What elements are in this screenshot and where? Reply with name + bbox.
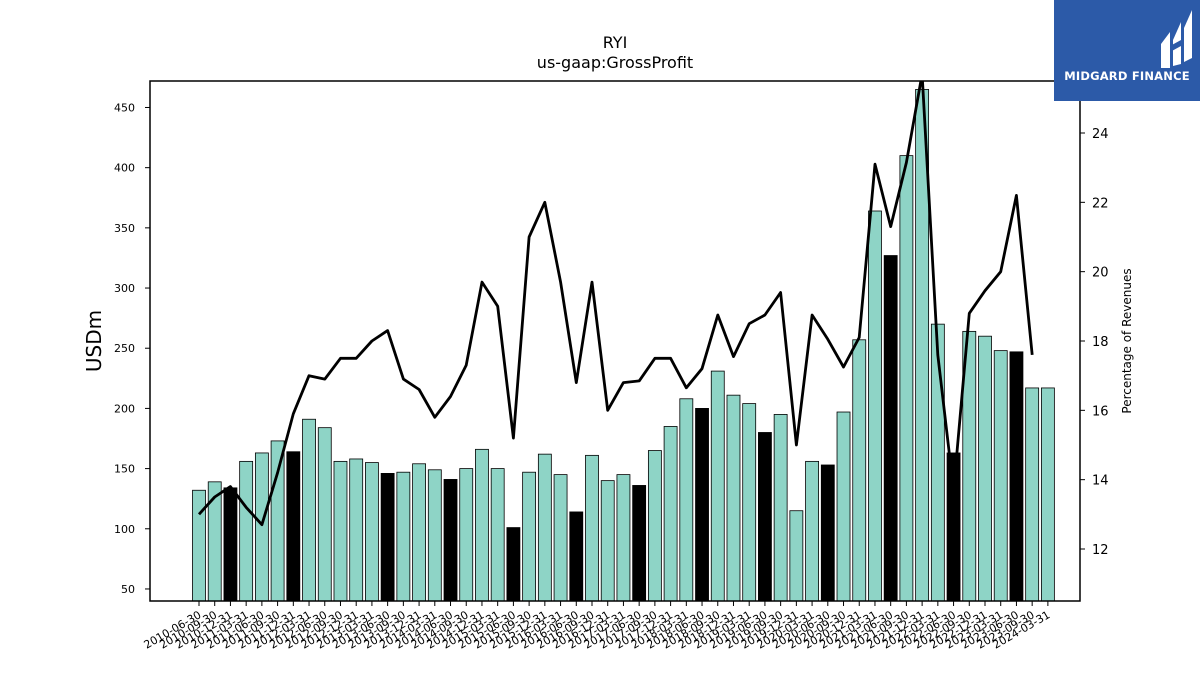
bar-2023-06-30 [1009, 351, 1024, 602]
bar-2018-06-30 [695, 408, 709, 602]
x-axis: 2010-06-302010-09-302010-12-312011-03-31… [142, 601, 1052, 652]
y-tick-label: 200 [114, 402, 135, 415]
bar-2020-12-31 [852, 339, 867, 602]
bar-2020-09-30 [836, 411, 851, 602]
bar-2020-03-31 [805, 460, 819, 602]
y2-tick-label: 14 [1092, 474, 1109, 489]
bar-2013-12-31 [412, 463, 426, 602]
y-tick-label: 350 [114, 222, 135, 235]
bar-2010-09-30 [207, 481, 222, 602]
left-y-axis: 50 100 150 200 250 300 350 400 450 [114, 101, 150, 596]
bar-2020-06-30 [820, 464, 835, 602]
bar-2017-03-31 [616, 474, 631, 602]
bar-2011-12-31 [286, 451, 301, 602]
right-y-axis: 12 14 16 18 20 22 24 [1080, 127, 1109, 558]
bar-2016-12-31 [600, 480, 615, 602]
bar-2019-06-30 [758, 432, 772, 602]
bar-2016-03-31 [553, 474, 568, 602]
bar-2015-09-30 [522, 471, 537, 602]
bar-2012-03-31 [302, 418, 316, 602]
bar-2017-09-30 [647, 450, 662, 602]
y-tick-label: 300 [114, 282, 135, 295]
bar-2023-12-31 [1040, 387, 1055, 602]
y-tick-label: 450 [114, 101, 135, 114]
bar-2010-12-31 [223, 487, 238, 602]
bar-2019-09-30 [773, 414, 788, 602]
bar-2018-09-30 [710, 370, 725, 602]
bar-2014-06-30 [443, 479, 458, 602]
bar-2021-03-31 [868, 210, 882, 602]
chart-title: RYI [603, 33, 628, 52]
bar-series [192, 89, 1055, 602]
percentage-line [197, 81, 1034, 527]
y2-axis-label: Percentage of Revenues [1120, 268, 1134, 413]
y-tick-label: 400 [114, 162, 135, 175]
bar-2017-12-31 [663, 426, 678, 602]
y2-tick-label: 12 [1092, 543, 1109, 558]
brand-name: MIDGARD FINANCE [1064, 69, 1190, 83]
bar-2018-03-31 [679, 398, 694, 602]
bar-2016-09-30 [585, 454, 599, 602]
bar-2019-03-31 [742, 403, 757, 602]
bar-2011-09-30 [270, 440, 285, 602]
bar-2012-06-30 [317, 427, 332, 602]
bar-2015-06-30 [506, 527, 521, 602]
y2-tick-label: 16 [1092, 404, 1109, 419]
y2-tick-label: 24 [1092, 127, 1109, 142]
bar-2014-09-30 [459, 468, 474, 602]
bar-2021-09-30 [899, 155, 914, 602]
bar-2016-06-30 [569, 511, 584, 602]
bar-2010-06-30 [192, 489, 206, 602]
bar-2015-12-31 [537, 453, 552, 602]
y-tick-label: 50 [121, 583, 135, 596]
bar-2023-09-30 [1025, 387, 1040, 602]
chart-subtitle: us-gaap:GrossProfit [537, 53, 693, 72]
y-tick-label: 250 [114, 342, 135, 355]
bar-2013-03-31 [365, 462, 379, 602]
y-axis-label: USDm [82, 310, 106, 372]
bar-2022-12-31 [978, 335, 992, 602]
bar-2021-06-30 [883, 255, 898, 602]
brand-logo: MIDGARD FINANCE [1054, 0, 1200, 101]
bar-2014-03-31 [427, 469, 442, 602]
bar-2018-12-31 [726, 394, 741, 602]
bar-2015-03-31 [490, 468, 505, 602]
bar-2011-06-30 [254, 452, 269, 602]
bar-2013-09-30 [396, 471, 411, 602]
y-tick-label: 150 [114, 463, 135, 476]
bar-2017-06-30 [632, 485, 647, 602]
bar-2012-12-31 [349, 458, 364, 602]
y-tick-label: 100 [114, 523, 135, 536]
bar-2019-12-31 [789, 510, 804, 602]
bar-2011-03-31 [239, 460, 254, 602]
bar-2014-12-31 [475, 448, 489, 602]
y2-tick-label: 20 [1092, 266, 1109, 281]
bar-2012-09-30 [333, 460, 348, 602]
percentage-line-series [197, 81, 1034, 527]
y2-tick-label: 22 [1092, 196, 1109, 211]
bar-2023-03-31 [993, 350, 1008, 602]
bar-2013-06-30 [380, 473, 395, 602]
midgard-logo-icon [1161, 10, 1192, 68]
y2-tick-label: 18 [1092, 335, 1109, 350]
